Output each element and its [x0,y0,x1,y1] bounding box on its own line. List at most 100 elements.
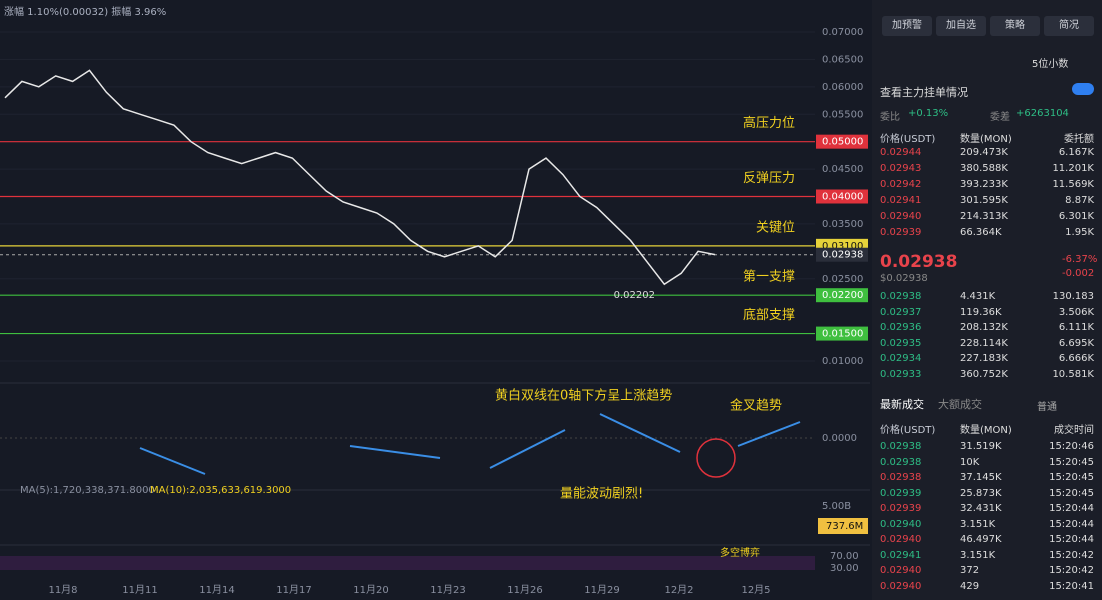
bid-row: 0.02935 [880,337,922,349]
toolbar-btn[interactable]: 简况 [1044,16,1094,36]
y-tick-label: 0.02500 [822,274,863,285]
current-tag-label: 0.02938 [822,250,863,261]
orderbook-header: 委托额 [1064,134,1094,145]
chart: 涨幅 1.10%(0.00032) 振幅 3.96% 0.0000 黄白双线在0… [0,5,870,596]
ask-row: 8.87K [1065,195,1094,206]
ask-row: 0.02943 [880,163,922,174]
trade-row: 0.02938 [880,472,922,483]
arrow [489,429,566,469]
level-tag-label: 0.01500 [822,329,863,340]
rsi-label: 70.00 [830,551,859,562]
bid-row: 0.02936 [880,322,922,333]
decimals-select: 5位小数 [1032,59,1069,70]
bid-row: 130.183 [1052,291,1094,302]
level-name: 高压力位 [743,115,795,131]
ask-row: 1.95K [1065,227,1094,238]
trades-header: 成交时间 [1054,425,1094,436]
volume-tag [818,518,868,534]
trade-row: 15:20:46 [1049,441,1094,452]
x-tick-label: 11月8 [48,584,77,596]
change-pct: -6.37% [1062,254,1098,265]
arrow [599,413,681,453]
ratio-label: 委比 [880,112,900,123]
annotation: 量能波动剧烈! [560,487,643,502]
x-tick-label: 11月23 [430,584,465,596]
trade-row: 15:20:41 [1049,580,1094,592]
diff: +6263104 [1016,108,1069,119]
trade-row: 0.02940 [880,565,922,576]
volume-top: 5.00B [822,501,851,512]
trade-row: 31.519K [960,441,1002,452]
last-price: 0.02938 [880,252,958,272]
level-name: 反弹压力 [743,171,795,186]
macd-zero-label: 0.0000 [822,433,857,444]
level-tag [816,134,868,149]
toolbar-btn[interactable]: 策略 [990,16,1040,36]
y-tick-label: 0.05500 [822,109,863,120]
trade-row: 15:20:42 [1049,565,1094,576]
y-tick-label: 0.07000 [822,27,863,38]
ask-row: 0.02940 [880,211,922,222]
filter-tab[interactable]: 普通 [1037,402,1057,413]
trade-row: 15:20:45 [1049,487,1094,499]
trades-tab[interactable]: 最新成交 [880,398,924,411]
trade-row: 15:20:44 [1049,503,1094,514]
x-tick-label: 11月20 [353,584,388,596]
trade-row: 0.02938 [880,456,922,468]
low-label: 0.02202 [614,290,655,301]
level-tag-label: 0.04000 [822,192,863,203]
ask-row: 0.02944 [880,147,922,158]
ask-row: 301.595K [960,195,1008,206]
y-tick-label: 0.06500 [822,54,863,65]
ask-row: 393.233K [960,179,1008,190]
ask-row: 0.02939 [880,227,922,238]
arrow [349,445,441,459]
level-tag [816,326,868,341]
orderbook-header: 数量(MON) [960,134,1012,145]
x-tick-label: 11月29 [584,584,619,596]
trade-row: 3.151K [960,518,996,530]
bid-row: 6.695K [1058,337,1094,349]
ask-row: 0.02942 [880,179,922,190]
trades-tab[interactable]: 大额成交 [938,398,982,411]
bid-row: 208.132K [960,322,1008,333]
last-usd: $0.02938 [880,273,928,284]
trade-row: 37.145K [960,472,1002,483]
toolbar-btn[interactable]: 加自选 [936,16,986,36]
ma5: MA(5):1,720,338,371.8000 [20,485,155,496]
bid-row: 6.111K [1058,322,1094,333]
ma10: MA(10):2,035,633,619.3000 [150,485,291,496]
trade-row: 0.02940 [880,518,922,530]
trade-row: 0.02940 [880,534,922,545]
toolbar-btn[interactable]: 加预警 [882,16,932,36]
current-tag [816,247,868,262]
x-tick-label: 11月26 [507,584,542,596]
trade-row: 32.431K [960,503,1002,514]
level-name: 关键位 [756,220,795,235]
bid-row: 0.02934 [880,353,922,364]
trade-row: 10K [960,456,980,468]
rsi-band [0,556,815,570]
ask-row: 214.313K [960,211,1008,222]
bid-row: 3.506K [1058,306,1094,318]
trade-row: 15:20:45 [1049,456,1094,468]
bid-row: 119.36K [960,306,1002,318]
trade-row: 372 [960,565,980,576]
trades-header: 数量(MON) [960,425,1012,436]
trade-row: 15:20:44 [1049,534,1094,545]
trade-row: 0.02940 [880,580,922,592]
bid-row: 228.114K [960,337,1008,349]
highlight-circle [696,438,736,478]
x-tick-label: 11月11 [122,584,157,596]
toggle [1072,83,1094,95]
y-tick-label: 0.01000 [822,356,863,367]
annotation: 黄白双线在0轴下方呈上涨趋势 [495,388,672,404]
stats: 涨幅 1.10%(0.00032) 振幅 3.96% [4,5,166,18]
level-tag [816,288,868,303]
ask-row: 380.588K [960,163,1008,174]
ask-row: 11.201K [1052,163,1094,174]
level-tag-label: 0.05000 [822,137,863,148]
level-name: 第一支撑 [743,270,795,285]
x-tick-label: 12月5 [741,584,770,596]
